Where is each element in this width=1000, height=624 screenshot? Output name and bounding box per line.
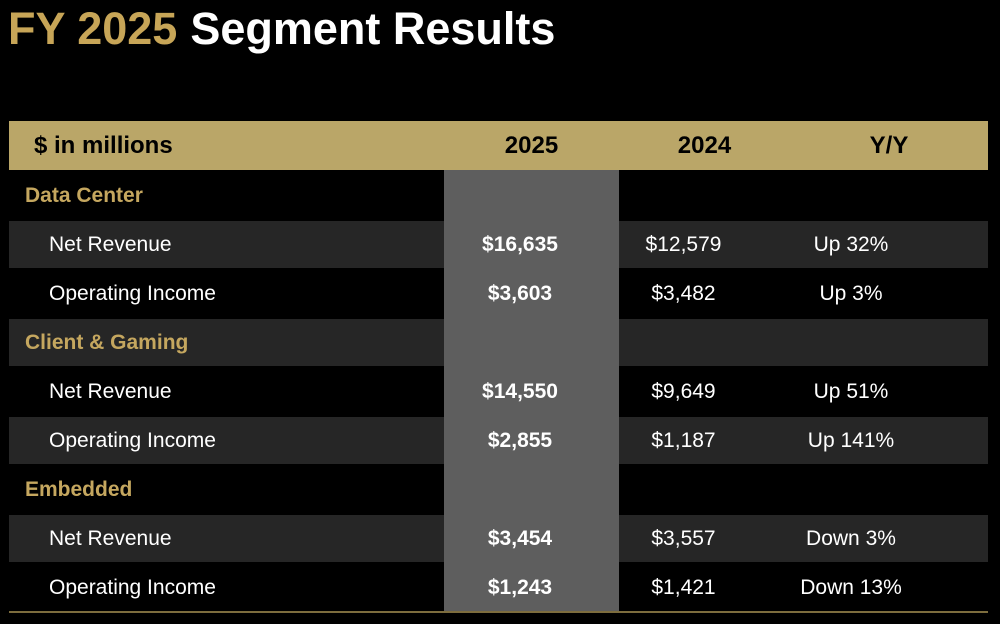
value-2025: $3,454: [487, 526, 553, 550]
column-header-yy: Y/Y: [869, 131, 909, 159]
header-2024-cell: 2024: [619, 121, 790, 170]
page-title: FY 2025 Segment Results: [8, 2, 555, 56]
value-yy: Up 3%: [819, 281, 883, 305]
value-2024: $12,579: [645, 232, 722, 256]
value-2025: $2,855: [487, 428, 553, 452]
section-name: Embedded: [25, 477, 133, 501]
value-yy: Up 51%: [813, 379, 889, 403]
value-2025-cell: $2,855: [444, 417, 619, 464]
value-2025-cell: $16,635: [444, 221, 619, 268]
value-2025-cell: $14,550: [444, 368, 619, 415]
value-yy-cell: Up 32%: [790, 221, 988, 268]
row-label: Operating Income: [49, 575, 216, 599]
header-unit-cell: $ in millions: [9, 121, 444, 170]
value-yy-cell: Up 3%: [790, 270, 988, 317]
table-row-dc-operating-income: Operating Income $3,603 $3,482 Up 3%: [9, 270, 988, 317]
value-2024-cell: $3,557: [619, 515, 790, 562]
table-header-row: $ in millions 2025 2024 Y/Y: [9, 121, 988, 170]
table-body: Data Center Net Revenue $16,635 $12,579 …: [9, 170, 988, 611]
value-2024: $1,187: [651, 428, 716, 452]
row-label: Net Revenue: [49, 232, 172, 256]
value-2025: $16,635: [482, 232, 558, 256]
row-label-cell: Net Revenue: [9, 368, 444, 415]
header-2025-cell: 2025: [444, 121, 619, 170]
value-yy: Down 13%: [800, 575, 902, 599]
row-label-cell: Net Revenue: [9, 221, 444, 268]
row-label-cell: Operating Income: [9, 417, 444, 464]
section-name: Client & Gaming: [25, 330, 189, 354]
value-2025: $3,603: [487, 281, 553, 305]
value-2025-cell: $3,454: [444, 515, 619, 562]
section-name-cell: Client & Gaming: [9, 319, 444, 366]
table-row-cg-net-revenue: Net Revenue $14,550 $9,649 Up 51%: [9, 368, 988, 415]
section-name-cell: Data Center: [9, 172, 444, 219]
column-header-2024: 2024: [677, 131, 732, 159]
bottom-accent-line: [9, 611, 988, 613]
value-2025: $14,550: [482, 379, 558, 403]
value-2024: $3,482: [651, 281, 716, 305]
row-label-cell: Operating Income: [9, 564, 444, 611]
row-label-cell: Net Revenue: [9, 515, 444, 562]
value-2024: $3,557: [651, 526, 716, 550]
segment-results-table: $ in millions 2025 2024 Y/Y Data Center: [9, 121, 988, 613]
value-yy: Up 32%: [813, 232, 889, 256]
page-title-fiscal-year: FY 2025: [8, 3, 178, 54]
value-yy-cell: Up 141%: [790, 417, 988, 464]
row-label: Net Revenue: [49, 379, 172, 403]
table-row-emb-operating-income: Operating Income $1,243 $1,421 Down 13%: [9, 564, 988, 611]
value-yy-cell: Up 51%: [790, 368, 988, 415]
section-name: Data Center: [25, 183, 143, 207]
value-yy: Up 141%: [807, 428, 895, 452]
row-label: Operating Income: [49, 281, 216, 305]
value-2024-cell: $3,482: [619, 270, 790, 317]
column-2025-highlight: [444, 170, 619, 611]
row-label: Operating Income: [49, 428, 216, 452]
section-name-cell: Embedded: [9, 466, 444, 513]
value-yy-cell: Down 13%: [790, 564, 988, 611]
row-label-cell: Operating Income: [9, 270, 444, 317]
value-2024: $1,421: [651, 575, 716, 599]
value-yy: Down 3%: [806, 526, 896, 550]
value-2024-cell: $12,579: [619, 221, 790, 268]
value-yy-cell: Down 3%: [790, 515, 988, 562]
value-2025-cell: $1,243: [444, 564, 619, 611]
value-2024-cell: $1,187: [619, 417, 790, 464]
row-label: Net Revenue: [49, 526, 172, 550]
value-2024-cell: $9,649: [619, 368, 790, 415]
value-2025-cell: $3,603: [444, 270, 619, 317]
section-header-row-data-center: Data Center: [9, 172, 988, 219]
header-yy-cell: Y/Y: [790, 121, 988, 170]
unit-label: $ in millions: [34, 131, 173, 159]
column-header-2025: 2025: [504, 131, 559, 159]
value-2024: $9,649: [651, 379, 716, 403]
value-2025: $1,243: [487, 575, 553, 599]
value-2024-cell: $1,421: [619, 564, 790, 611]
section-header-row-embedded: Embedded: [9, 466, 988, 513]
page-title-text: Segment Results: [190, 3, 556, 54]
